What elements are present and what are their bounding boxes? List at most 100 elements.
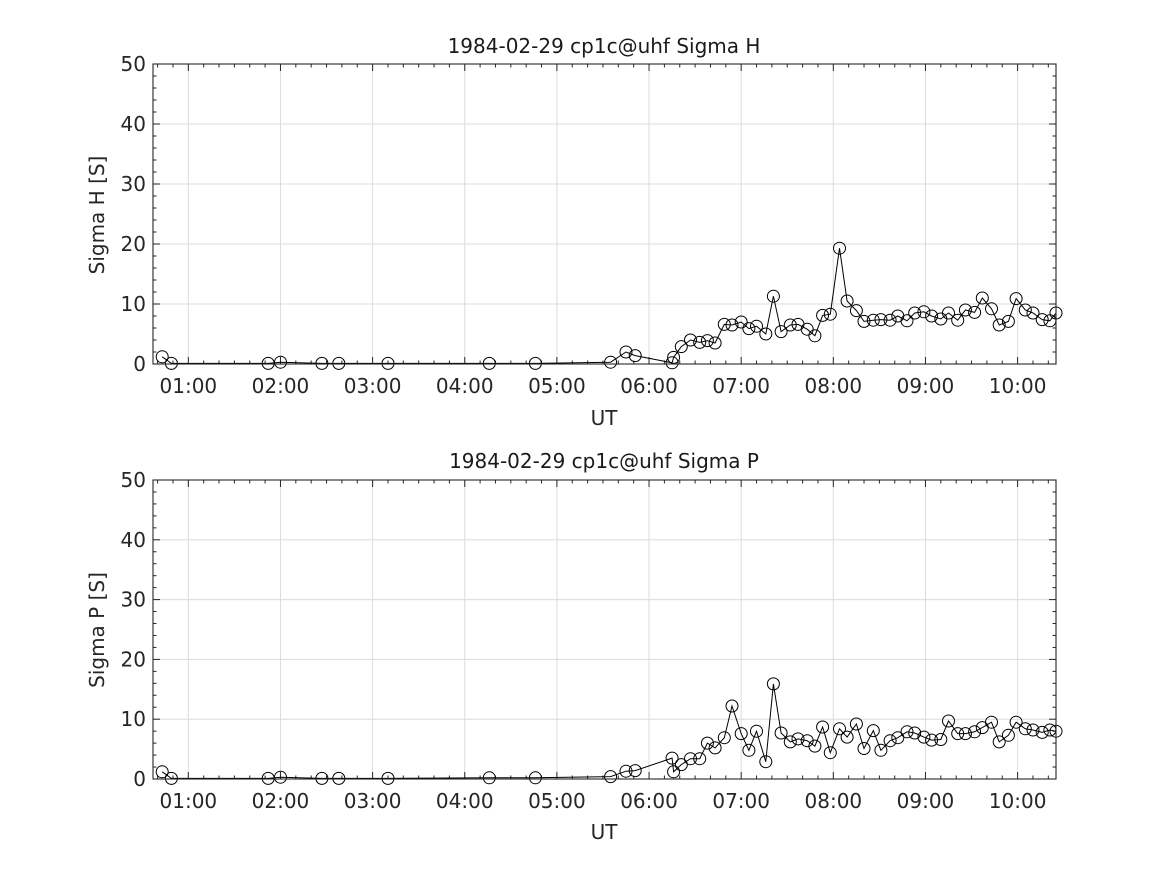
data-point-marker <box>604 355 618 369</box>
y-tick-label: 10 <box>121 707 146 731</box>
data-point-marker <box>857 314 871 328</box>
data-point-marker <box>528 771 542 785</box>
data-point-marker <box>482 771 496 785</box>
ticks-sigma-h: 01:00 02:00 03:00 04:00 05:00 06:00 07:00 08:00… <box>121 52 1056 398</box>
data-point-marker <box>155 350 169 364</box>
series-sigma-h <box>155 241 1063 370</box>
data-point-marker <box>759 327 773 341</box>
chart-panel-sigma-p: 01:00 02:00 03:00 04:00 05:00 06:00 07:00 08:00… <box>85 449 1063 844</box>
x-tick-label: 09:00 <box>897 374 955 398</box>
data-point-marker <box>482 356 496 370</box>
x-tick-label: 07:00 <box>712 374 770 398</box>
x-tick-label: 01:00 <box>160 789 218 813</box>
data-point-marker <box>857 742 871 755</box>
data-point-marker <box>528 356 542 370</box>
data-point-marker <box>717 731 731 745</box>
x-tick-label: 05:00 <box>528 789 586 813</box>
data-point-marker <box>833 722 846 736</box>
data-point-marker <box>674 758 688 772</box>
data-point-marker <box>808 739 822 753</box>
data-point-marker <box>958 303 972 317</box>
y-tick-label: 40 <box>121 112 146 136</box>
data-point-marker <box>985 302 998 316</box>
data-point-marker <box>1009 715 1023 729</box>
data-point-marker <box>734 315 748 329</box>
data-point-marker <box>849 717 863 731</box>
data-point-marker <box>791 732 805 746</box>
data-point-marker <box>665 356 679 370</box>
y-tick-label: 30 <box>121 588 146 612</box>
y-axis-label-sigma-p: Sigma P [S] <box>85 572 109 688</box>
data-point-marker <box>604 770 618 784</box>
data-point-marker <box>774 726 788 740</box>
data-point-marker <box>1026 306 1040 320</box>
data-point-marker <box>381 356 395 370</box>
data-point-marker <box>1001 728 1015 742</box>
data-point-marker <box>742 743 756 757</box>
data-point-marker <box>667 350 681 364</box>
data-point-marker <box>783 735 797 749</box>
y-tick-label: 20 <box>121 232 146 256</box>
data-point-marker <box>1018 722 1032 736</box>
data-point-marker <box>700 736 714 750</box>
data-point-marker <box>619 764 633 778</box>
data-point-marker <box>874 313 888 327</box>
data-point-marker <box>951 313 965 327</box>
data-point-marker <box>628 349 642 363</box>
x-axis-label-sigma-p: UT <box>591 820 619 844</box>
data-point-marker <box>164 356 178 370</box>
x-tick-label: 03:00 <box>344 789 402 813</box>
data-point-marker <box>725 699 739 713</box>
y-tick-label: 40 <box>121 528 146 552</box>
x-axis-label-sigma-h: UT <box>591 406 619 430</box>
x-tick-label: 07:00 <box>712 789 770 813</box>
data-point-marker <box>274 770 287 784</box>
data-point-marker <box>992 318 1006 332</box>
data-point-marker <box>742 322 756 336</box>
data-point-marker <box>958 727 972 741</box>
data-point-marker <box>665 751 679 765</box>
x-tick-label: 03:00 <box>344 374 402 398</box>
data-point-marker <box>925 309 939 323</box>
data-point-marker <box>849 304 863 318</box>
data-point-marker <box>866 313 880 327</box>
data-point-marker <box>674 340 688 354</box>
data-point-marker <box>1035 313 1049 327</box>
data-point-marker <box>315 771 329 785</box>
axes-frame-sigma-p <box>152 479 1057 780</box>
data-point-marker <box>766 677 780 691</box>
data-point-marker <box>684 752 697 766</box>
data-point-marker <box>1035 725 1049 739</box>
data-point-marker <box>708 336 722 350</box>
y-tick-label: 20 <box>121 647 146 671</box>
data-point-marker <box>766 289 780 303</box>
data-point-marker <box>840 730 854 744</box>
data-point-marker <box>667 765 681 779</box>
y-tick-label: 30 <box>121 172 146 196</box>
chart-title-sigma-h: 1984-02-29 cp1c@uhf Sigma H <box>448 34 761 58</box>
data-point-marker <box>155 765 169 779</box>
data-point-marker <box>883 734 897 748</box>
ticks-sigma-p: 01:00 02:00 03:00 04:00 05:00 06:00 07:00 08:00… <box>121 468 1056 813</box>
data-point-marker <box>700 334 714 348</box>
x-tick-label: 05:00 <box>528 374 586 398</box>
data-point-marker <box>900 725 914 739</box>
data-point-marker <box>717 317 731 331</box>
y-tick-label: 50 <box>121 52 146 76</box>
data-point-marker <box>833 241 846 255</box>
data-point-marker <box>1026 723 1040 737</box>
data-point-marker <box>381 771 395 785</box>
data-point-marker <box>942 306 955 320</box>
data-point-marker <box>274 355 287 369</box>
data-point-marker <box>759 755 773 769</box>
data-point-marker <box>874 743 888 757</box>
data-point-marker <box>774 325 788 339</box>
data-point-marker <box>750 319 763 333</box>
data-point-marker <box>891 731 905 745</box>
data-point-marker <box>684 333 697 347</box>
data-point-marker <box>942 714 955 728</box>
data-point-marker <box>164 771 178 785</box>
data-point-marker <box>1009 292 1023 306</box>
data-point-marker <box>968 725 982 739</box>
